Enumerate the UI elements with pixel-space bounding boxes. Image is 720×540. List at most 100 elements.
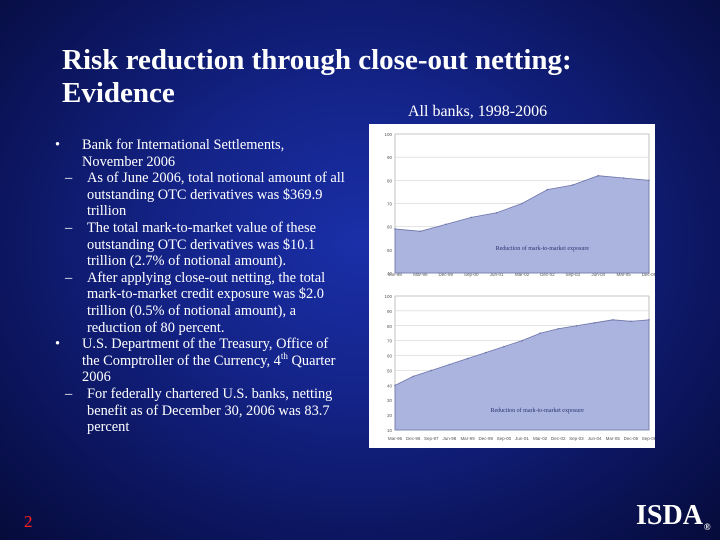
y-tick-label: 90: [387, 309, 393, 314]
data-point: [622, 177, 625, 179]
y-tick-label: 40: [387, 383, 393, 388]
bullet-list: • Bank for International Settlements, No…: [55, 137, 347, 436]
x-tick-label: Mar-99: [460, 436, 475, 441]
x-tick-label: Mar-05: [606, 436, 621, 441]
chart-panel: 40 50 60 70 80 90 100 Jun-98 Mar-99 Dec-99 Sep-00 J…: [369, 124, 657, 448]
y-tick-label: 50: [387, 368, 393, 373]
data-point: [539, 332, 541, 335]
sub-bullet-notional: – As of June 2006, total notional amount…: [55, 170, 347, 220]
x-tick-label: Mar-96: [388, 436, 403, 441]
x-tick-label: Jun-01: [490, 272, 504, 277]
x-tick-label: Jun-01: [515, 436, 529, 441]
chart-annotation: Reduction of mark-to-market exposure: [491, 407, 585, 414]
x-tick-label: Sep-00: [497, 436, 512, 441]
x-tick-label: Dec-99: [439, 272, 454, 277]
bullet-marker: •: [55, 336, 61, 353]
data-point: [419, 230, 422, 233]
sub-bullet-marker: –: [65, 385, 73, 402]
sub-bullet-text: As of June 2006, total notional amount o…: [87, 170, 345, 220]
data-point: [575, 324, 578, 327]
x-tick-label: Mar-99: [413, 272, 428, 277]
y-tick-label: 70: [387, 339, 393, 344]
bullet-text-end: Quarter 2006: [82, 352, 336, 386]
isda-logo: ISDA®: [636, 500, 711, 532]
bullet-text: U.S. Department of the Treasury, Office …: [82, 336, 329, 369]
slide-title: Risk reduction through close-out netting…: [62, 44, 702, 110]
y-tick-label: 50: [387, 248, 393, 253]
y-tick-label: 60: [387, 225, 393, 230]
x-tick-label: Dec-99: [478, 436, 493, 441]
sub-bullet-marker: –: [65, 219, 73, 236]
data-point: [521, 202, 523, 205]
y-tick-label: 80: [387, 178, 393, 183]
y-tick-label: 30: [387, 398, 393, 403]
y-tick-label: 40: [387, 271, 393, 276]
data-point: [495, 211, 498, 214]
y-tick-label: 80: [387, 324, 393, 329]
x-tick-label: Dec-05: [642, 272, 655, 277]
bullet-text: Bank for International Settlements, Nove…: [82, 137, 285, 170]
x-tick-label: Sep-03: [569, 436, 584, 441]
sub-bullet-federal: – For federally chartered U.S. banks, ne…: [55, 386, 347, 436]
data-point: [430, 369, 433, 372]
x-tick-label: Mar-02: [533, 436, 548, 441]
chart-2: 10 20 30 40 50 60 70 80 90 100 Mar-96 Dec-96 Sep-97 J…: [384, 294, 656, 441]
sub-bullet-marker: –: [65, 170, 73, 187]
ordinal-suffix: th: [280, 350, 288, 361]
x-tick-label: Sep-97: [424, 436, 439, 441]
data-point: [521, 339, 523, 342]
y-tick-label: 90: [387, 155, 393, 160]
x-tick-label: Dec-05: [624, 436, 639, 441]
data-point: [611, 319, 614, 321]
slide-title-line2: Evidence: [62, 77, 175, 109]
data-point: [546, 188, 549, 191]
data-point: [503, 345, 505, 348]
y-tick-label: 60: [387, 354, 393, 359]
sub-bullet-text: The total mark-to-market value of these …: [87, 219, 316, 270]
bullet-occ: • U.S. Department of the Treasury, Offic…: [55, 336, 347, 386]
y-tick-label: 70: [387, 202, 393, 207]
data-point: [470, 216, 472, 219]
sub-bullet-mtm: – The total mark-to-market value of thes…: [55, 220, 347, 270]
x-tick-label: Jun-04: [591, 272, 605, 277]
sub-bullet-netting: – After applying close-out netting, the …: [55, 270, 347, 336]
x-tick-label: Dec-02: [551, 436, 566, 441]
bullet-marker: •: [55, 137, 61, 153]
data-point: [572, 184, 574, 186]
registered-mark: ®: [703, 522, 711, 532]
data-point: [412, 375, 414, 378]
x-tick-label: Sep-03: [566, 272, 581, 277]
y-tick-label: 10: [387, 428, 393, 433]
x-tick-label: Jun-98: [388, 272, 402, 277]
data-point: [648, 319, 650, 321]
area-series: [394, 319, 650, 431]
x-tick-label: Mar-05: [616, 272, 631, 277]
slide-title-line1: Risk reduction through close-out netting…: [62, 44, 572, 76]
data-point: [466, 357, 469, 360]
page-number: 2: [24, 512, 33, 531]
x-tick-label: Dec-02: [540, 272, 555, 277]
y-tick-label: 100: [384, 294, 392, 299]
y-tick-label: 100: [384, 132, 392, 137]
chart-annotation: Reduction of mark-to-market exposure: [496, 245, 590, 252]
data-point: [648, 179, 650, 182]
bullet-bis: • Bank for International Settlements, No…: [55, 137, 347, 170]
sub-bullet-text: After applying close-out netting, the to…: [87, 269, 326, 336]
logo-text: ISDA: [636, 500, 703, 531]
data-point: [593, 322, 596, 324]
data-point: [597, 174, 599, 177]
y-tick-label: 20: [387, 413, 393, 418]
x-tick-label: Dec-96: [406, 436, 421, 441]
area-series: [394, 175, 650, 274]
x-tick-label: Jun-04: [588, 436, 602, 441]
data-point: [394, 228, 396, 230]
x-tick-label: Sep-00: [464, 272, 479, 277]
data-point: [448, 363, 451, 366]
x-tick-label: Sep-06: [642, 436, 655, 441]
data-point: [630, 320, 632, 323]
data-point: [394, 384, 396, 387]
data-point: [557, 327, 560, 330]
chart-1: 40 50 60 70 80 90 100 Jun-98 Mar-99 Dec-99 Sep-00 J…: [384, 132, 656, 277]
x-tick-label: Mar-02: [515, 272, 530, 277]
